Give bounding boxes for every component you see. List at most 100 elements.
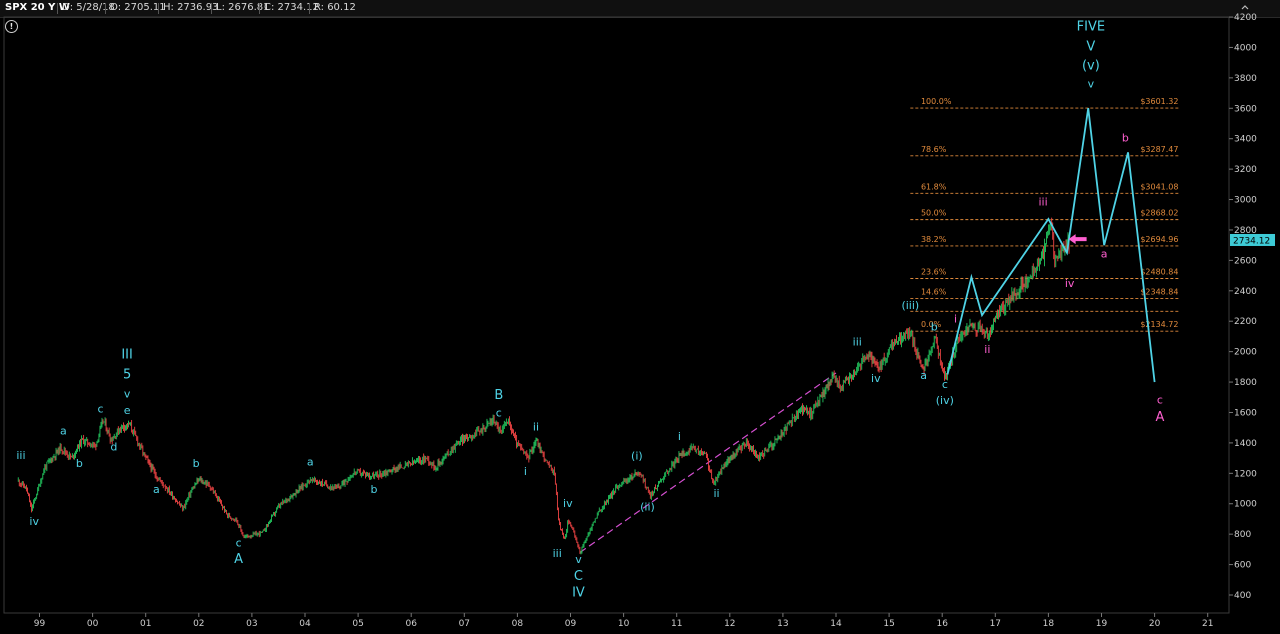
low-readout: L: 2676.81: [216, 2, 270, 13]
fibonacci-levels: 100.0% $3601.32 78.6% $3287.47 61.8% $3041.08…: [910, 97, 1179, 332]
collapse-chevron-icon[interactable]: [1240, 3, 1250, 13]
fib-price-label: $2694.96: [1140, 235, 1178, 244]
wave-label: e: [124, 404, 131, 417]
y-tick-label: 4000: [1234, 43, 1257, 53]
fib-pct-label: 100.0%: [921, 97, 952, 106]
y-tick-label: 600: [1234, 561, 1251, 571]
y-tick-label: 800: [1234, 530, 1251, 540]
y-tick-label: 3000: [1234, 196, 1257, 206]
y-tick-label: 400: [1234, 591, 1251, 601]
wave-label: (i): [631, 450, 643, 463]
wave-label: (v): [1082, 58, 1100, 73]
x-tick-label: 03: [246, 619, 257, 629]
y-tick-label: 3800: [1234, 74, 1257, 84]
x-tick-label: 14: [830, 619, 842, 629]
x-tick-label: 99: [34, 619, 46, 629]
wave-label: iv: [563, 497, 573, 510]
range-readout: R: 60.12: [314, 2, 356, 13]
x-tick-label: 07: [459, 619, 470, 629]
header-divider: [211, 3, 212, 14]
wave-label: i: [954, 313, 957, 326]
wave-label: b: [193, 457, 200, 470]
wave-label: a: [920, 369, 927, 382]
fib-pct-label: 14.6%: [921, 288, 947, 297]
high-readout: H: 2736.93: [163, 2, 219, 13]
wave-label: B: [494, 388, 503, 403]
wave-label: v: [124, 387, 131, 400]
x-tick-label: 19: [1096, 619, 1108, 629]
wave-label: a: [1101, 247, 1108, 260]
fib-price-label: $2134.72: [1140, 320, 1178, 329]
header-divider: [105, 3, 106, 14]
trendline: [579, 372, 837, 553]
x-tick-label: 11: [671, 619, 682, 629]
wave-label: iii: [1039, 196, 1048, 209]
y-tick-label: 3600: [1234, 104, 1257, 114]
wave-label: (iii): [901, 299, 919, 312]
wave-label: iv: [29, 515, 39, 528]
fib-price-label: $2348.84: [1140, 288, 1178, 297]
price-bars: [17, 217, 1070, 555]
y-tick-label: 1400: [1234, 439, 1257, 449]
wave-label: d: [110, 441, 117, 454]
x-tick-label: 01: [140, 619, 151, 629]
wave-label: 5: [123, 367, 131, 382]
y-tick-label: 2800: [1234, 226, 1257, 236]
wave-label: A: [234, 552, 243, 567]
x-tick-label: 17: [990, 619, 1001, 629]
wave-label: C: [574, 569, 583, 584]
plot-border: [3, 16, 1230, 614]
y-tick-label: 1200: [1234, 469, 1257, 479]
fib-pct-label: 0.0%: [921, 320, 942, 329]
wave-label: i: [524, 465, 527, 478]
fib-pct-label: 38.2%: [921, 235, 947, 244]
x-tick-label: 10: [618, 619, 630, 629]
x-tick-label: 00: [87, 619, 99, 629]
wave-label: ii: [713, 487, 719, 500]
x-tick-label: 20: [1149, 619, 1161, 629]
chart-frame: [3, 16, 1230, 614]
wave-label: iii: [853, 336, 862, 349]
wave-label: IV: [572, 586, 585, 601]
fib-price-label: $2480.84: [1140, 268, 1178, 277]
left-arrow-icon: [1068, 234, 1087, 245]
x-tick-label: 04: [299, 619, 311, 629]
header-divider: [309, 3, 310, 14]
header-divider: [57, 3, 58, 14]
fib-pct-label: 61.8%: [921, 182, 947, 191]
x-tick-label: 15: [883, 619, 894, 629]
open-readout: O: 2705.11: [110, 2, 166, 13]
wave-label: v: [575, 553, 582, 566]
wave-label: iii: [553, 547, 562, 560]
wave-label: i: [678, 430, 681, 443]
x-tick-label: 13: [777, 619, 788, 629]
wave-label: iii: [16, 449, 25, 462]
x-tick-label: 08: [512, 619, 524, 629]
x-tick-label: 12: [724, 619, 735, 629]
y-tick-label: 3200: [1234, 165, 1257, 175]
y-tick-label: 4200: [1234, 13, 1257, 23]
wave-label: c: [942, 378, 948, 391]
wave-label: a: [60, 425, 67, 438]
wave-label: b: [931, 320, 938, 333]
x-tick-label: 21: [1202, 619, 1213, 629]
date-readout: D: 5/28/18: [62, 2, 115, 13]
projection-layer: [946, 107, 1156, 383]
y-tick-label: 2600: [1234, 256, 1257, 266]
alert-info-icon[interactable]: !: [5, 20, 18, 33]
fib-pct-label: 78.6%: [921, 145, 947, 154]
symbol-label[interactable]: SPX 20 Y W: [5, 2, 70, 13]
y-tick-label: 2200: [1234, 317, 1257, 327]
wave-label: iv: [871, 372, 881, 385]
fib-price-label: $2868.02: [1140, 209, 1178, 218]
y-tick-label: 3400: [1234, 135, 1257, 145]
wave-label: III: [121, 347, 133, 362]
x-tick-label: 09: [565, 619, 577, 629]
fib-price-label: $3601.32: [1140, 97, 1178, 106]
y-tick-label: 1600: [1234, 408, 1257, 418]
fib-pct-label: 50.0%: [921, 209, 947, 218]
projected-wave-path: [946, 107, 1156, 383]
close-readout: C: 2734.12: [264, 2, 319, 13]
